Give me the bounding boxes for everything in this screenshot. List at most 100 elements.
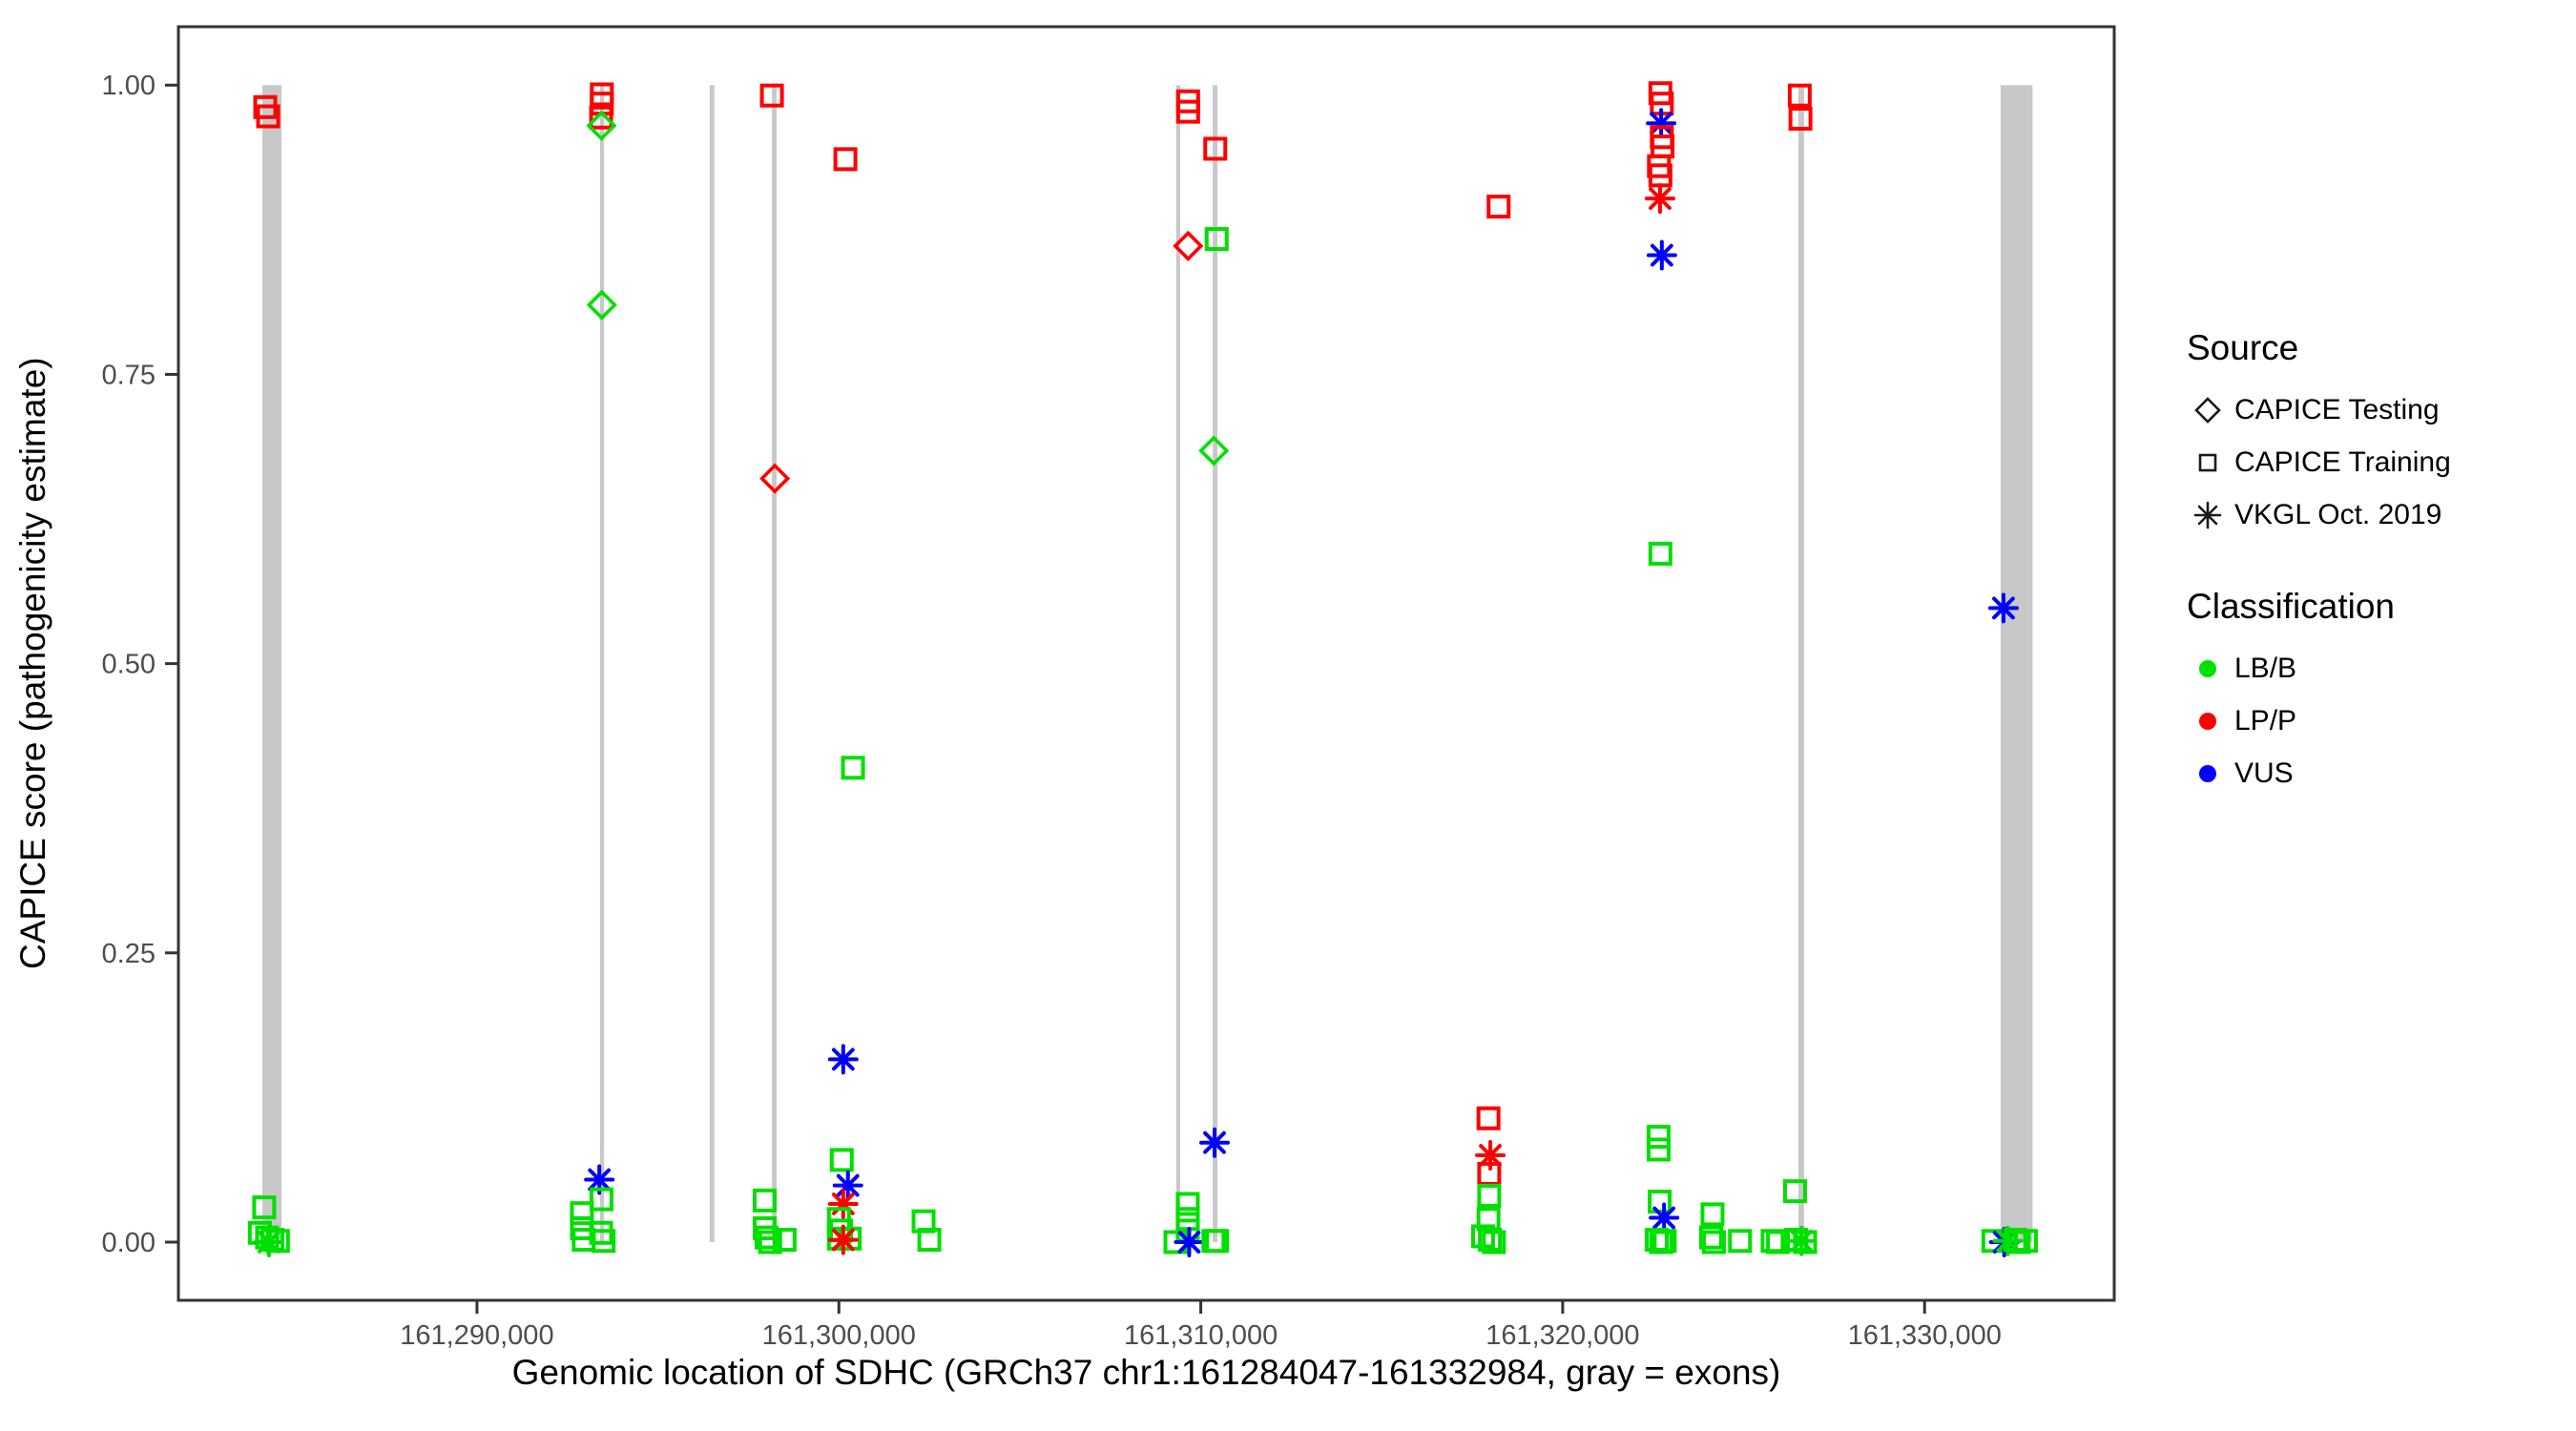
data-point-square: [1477, 1161, 1502, 1186]
data-point-square: [833, 147, 858, 172]
data-point-square: [1793, 1230, 1818, 1255]
legend-item-capice-testing: CAPICE Testing: [2187, 384, 2568, 436]
data-point-asterisk: [1649, 1202, 1680, 1234]
data-point-square: [1648, 541, 1672, 566]
data-point-asterisk: [253, 1226, 284, 1257]
exon-bar: [599, 85, 605, 1242]
data-point-square: [1486, 195, 1511, 219]
data-point-square: [1787, 83, 1812, 108]
data-point-asterisk: [827, 1044, 859, 1075]
data-point-square: [829, 1148, 854, 1172]
data-point-asterisk: [1646, 108, 1677, 139]
exon-bar: [2000, 85, 2033, 1242]
data-point-square: [2013, 1229, 2038, 1254]
data-point-square: [1205, 1229, 1230, 1254]
y-tick-label: 0.75: [102, 360, 156, 390]
legend-item-label: VKGL Oct. 2019: [2234, 498, 2442, 530]
y-axis-title: CAPICE score (pathogenicity estimate): [13, 357, 52, 970]
data-point-diamond: [1198, 435, 1230, 467]
data-point-square: [758, 1230, 782, 1255]
legend-classification-title: Classification: [2187, 587, 2395, 626]
exon-bar: [1175, 85, 1180, 1242]
exon-bar: [262, 85, 282, 1242]
data-point-diamond: [1173, 230, 1204, 261]
y-tick-label: 0.25: [102, 939, 156, 969]
x-tick-label: 161,310,000: [1124, 1320, 1278, 1351]
legend-item-label: VUS: [2234, 757, 2294, 789]
data-point-square: [1782, 1179, 1807, 1204]
x-tick-label: 161,290,000: [400, 1320, 553, 1351]
data-point-square: [589, 1220, 613, 1245]
legend-item-label: CAPICE Testing: [2234, 393, 2440, 425]
exon-bar: [772, 85, 778, 1242]
data-point-asterisk: [827, 1224, 859, 1255]
x-tick-label: 161,320,000: [1485, 1320, 1639, 1351]
data-point-asterisk: [1646, 239, 1677, 271]
data-point-square: [1476, 1106, 1501, 1130]
data-point-square: [917, 1228, 942, 1253]
data-point-asterisk: [1987, 592, 2019, 624]
legend-item-lbb: LB/B: [2187, 642, 2568, 695]
data-point-square: [256, 104, 280, 129]
data-point-diamond: [586, 110, 617, 141]
data-point-square: [754, 1225, 779, 1250]
lpp-dot-icon: [2187, 712, 2229, 730]
data-point-asterisk: [832, 1170, 863, 1201]
data-point-square: [1482, 1230, 1506, 1255]
data-point-square: [1698, 1225, 1723, 1250]
data-point-square: [1728, 1229, 1753, 1254]
legend-item-vus: VUS: [2187, 747, 2568, 799]
square-icon: [2187, 446, 2229, 480]
data-point-square: [1652, 1229, 1677, 1254]
legend-spacer: [2187, 541, 2568, 587]
data-point-asterisk: [827, 1188, 859, 1219]
data-point-square: [1478, 1228, 1503, 1253]
data-point-asterisk: [1174, 1226, 1205, 1257]
data-point-square: [1477, 1183, 1502, 1208]
x-tick-label: 161,330,000: [1848, 1320, 2002, 1351]
y-tick-label: 0.50: [102, 650, 156, 680]
lbb-dot-icon: [2187, 659, 2229, 677]
data-point-asterisk: [1644, 183, 1675, 215]
exon-bar: [709, 85, 715, 1242]
data-point-diamond: [759, 463, 791, 494]
data-point-square: [252, 1195, 277, 1220]
legend-item-lpp: LP/P: [2187, 695, 2568, 747]
panel-border: [177, 25, 2116, 1302]
data-point-diamond: [586, 289, 617, 321]
data-point-square: [592, 1229, 616, 1254]
y-tick-label: 1.00: [102, 71, 156, 101]
exon-bar: [1797, 85, 1804, 1242]
data-point-square: [841, 756, 865, 780]
data-point-square: [1700, 1202, 1725, 1227]
data-point-square: [1204, 227, 1229, 252]
legend-source-title: Source: [2187, 328, 2299, 367]
x-axis-title: Genomic location of SDHC (GRCh37 chr1:16…: [511, 1353, 1781, 1392]
data-point-square: [589, 1187, 613, 1212]
legend-item-capice-training: CAPICE Training: [2187, 436, 2568, 488]
legend-item-vkgl: VKGL Oct. 2019: [2187, 488, 2568, 541]
legend-item-label: LP/P: [2234, 704, 2297, 736]
data-point-square: [1788, 106, 1813, 131]
data-point-square: [1701, 1230, 1726, 1255]
data-point-square: [1203, 136, 1228, 161]
data-point-square: [772, 1228, 797, 1253]
x-tick-label: 161,300,000: [762, 1320, 916, 1351]
vus-dot-icon: [2187, 764, 2229, 782]
data-point-asterisk: [1199, 1127, 1231, 1158]
data-point-square: [589, 105, 613, 130]
data-point-square: [570, 1201, 594, 1226]
data-point-square: [753, 1188, 778, 1213]
data-point-square: [759, 83, 784, 108]
legend-item-label: LB/B: [2234, 652, 2297, 684]
data-point-square: [1646, 1137, 1671, 1162]
data-point-square: [1175, 1192, 1200, 1216]
data-point-square: [1646, 1125, 1671, 1150]
diamond-icon: [2187, 393, 2229, 427]
asterisk-icon: [2187, 498, 2229, 532]
legend: Source CAPICE Testing CAPICE Training: [2187, 328, 2568, 799]
data-point-square: [1648, 1190, 1672, 1214]
data-point-square: [1175, 99, 1200, 124]
